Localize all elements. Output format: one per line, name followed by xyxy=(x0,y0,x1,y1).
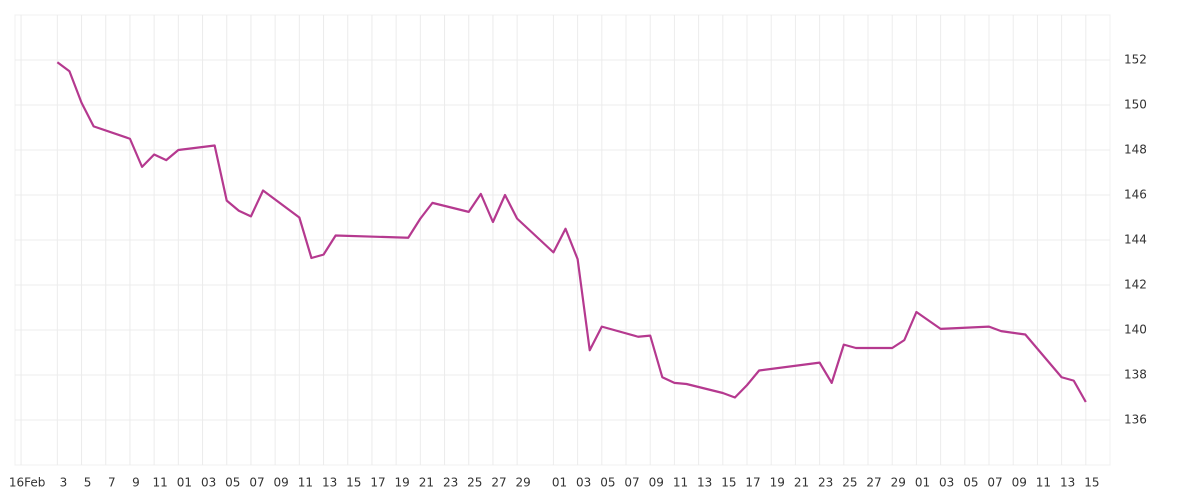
y-tick-label: 146 xyxy=(1124,188,1147,202)
x-tick-label: 21 xyxy=(419,476,434,490)
x-tick-label: 13 xyxy=(697,476,712,490)
x-tick-label: 19 xyxy=(770,476,785,490)
x-tick-label: 15 xyxy=(346,476,361,490)
x-tick-label: 05 xyxy=(225,476,240,490)
x-tick-label: 17 xyxy=(745,476,760,490)
x-tick-label: 29 xyxy=(516,476,531,490)
price-line xyxy=(56,61,1087,403)
x-tick-label: 13 xyxy=(322,476,337,490)
y-tick-label: 140 xyxy=(1124,323,1147,337)
x-tick-label: 01 xyxy=(915,476,930,490)
x-tick-label: 11 xyxy=(298,476,313,490)
x-tick-label: 05 xyxy=(600,476,615,490)
x-tick-label: 05 xyxy=(963,476,978,490)
y-tick-label: 148 xyxy=(1124,143,1147,157)
y-tick-label: 152 xyxy=(1124,53,1147,67)
y-tick-label: 144 xyxy=(1124,233,1147,247)
x-tick-label: 13 xyxy=(1060,476,1075,490)
x-tick-label: 19 xyxy=(395,476,410,490)
x-tick-label: 09 xyxy=(274,476,289,490)
x-tick-label: 11 xyxy=(153,476,168,490)
x-tick-label: 09 xyxy=(1012,476,1027,490)
x-tick-label: 25 xyxy=(467,476,482,490)
x-tick-label: 01 xyxy=(177,476,192,490)
x-tick-label: 27 xyxy=(491,476,506,490)
x-tick-label: 29 xyxy=(891,476,906,490)
x-tick-label: 9 xyxy=(132,476,140,490)
x-tick-label: 11 xyxy=(1036,476,1051,490)
x-tick-label: 07 xyxy=(624,476,639,490)
x-tick-label: 09 xyxy=(649,476,664,490)
x-tick-label: 27 xyxy=(866,476,881,490)
x-tick-label: 03 xyxy=(939,476,954,490)
y-tick-label: 138 xyxy=(1124,368,1147,382)
x-tick-label: 03 xyxy=(201,476,216,490)
y-tick-label: 150 xyxy=(1124,98,1147,112)
x-tick-label: 15 xyxy=(721,476,736,490)
x-tick-label: 3 xyxy=(60,476,68,490)
x-tick-label: 23 xyxy=(443,476,458,490)
x-tick-label: 16Feb xyxy=(9,476,46,490)
x-tick-label: 17 xyxy=(370,476,385,490)
x-tick-label: 07 xyxy=(987,476,1002,490)
y-tick-label: 142 xyxy=(1124,278,1147,292)
x-tick-label: 03 xyxy=(576,476,591,490)
x-tick-label: 5 xyxy=(84,476,92,490)
x-tick-label: 21 xyxy=(794,476,809,490)
y-tick-label: 136 xyxy=(1124,413,1147,427)
x-tick-label: 15 xyxy=(1084,476,1099,490)
x-tick-label: 11 xyxy=(673,476,688,490)
x-tick-label: 01 xyxy=(552,476,567,490)
x-tick-label: 7 xyxy=(108,476,116,490)
x-tick-label: 23 xyxy=(818,476,833,490)
x-tick-label: 07 xyxy=(249,476,264,490)
x-tick-label: 25 xyxy=(842,476,857,490)
